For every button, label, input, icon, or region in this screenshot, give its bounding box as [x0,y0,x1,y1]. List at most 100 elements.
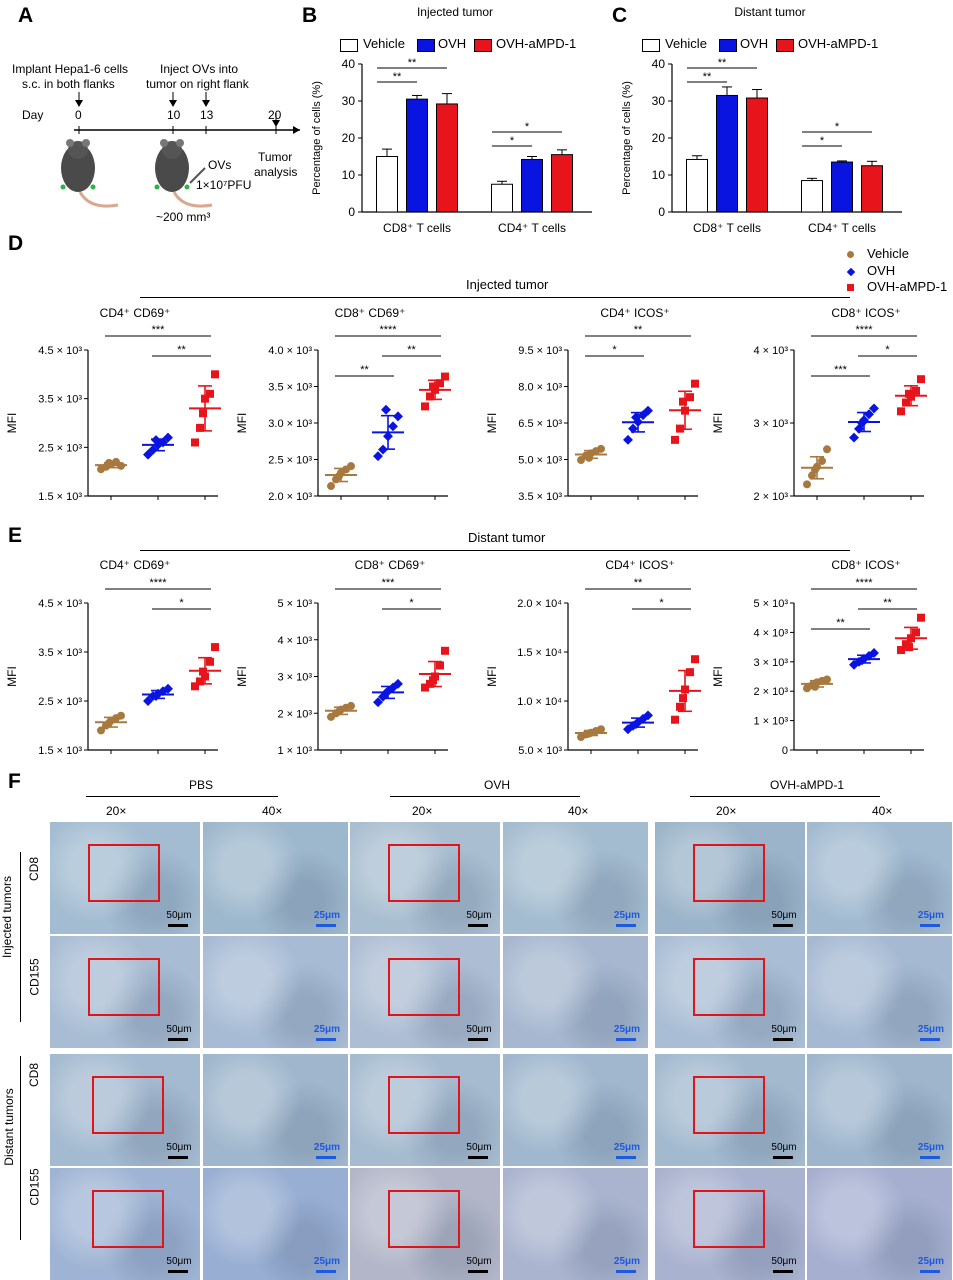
side-label-injected: Injected tumors [0,875,14,959]
scale-label-25um: 25μm [313,1256,341,1267]
micrograph-r3-c3 [350,1054,500,1166]
point-vehicle [823,445,831,454]
scale-label-50um: 50μm [466,1024,492,1035]
y-tick-label: 10 [652,168,666,182]
zoom-region-box [92,1190,164,1248]
sig-label: ** [703,71,712,83]
y-axis-label: MFI [235,666,249,687]
bar-vehicle [686,158,708,213]
bar-vehicle [801,180,823,213]
row-label-cd155-2: CD155 [27,1168,42,1206]
y-tick-label: 2.0 × 10³ [268,491,312,503]
point-ampd [211,370,219,379]
micrograph-r4-c1 [50,1168,200,1280]
row-label-cd8-2: CD8 [27,1062,42,1088]
zoom-region-box [693,1076,765,1134]
legend-dot-ampd [847,284,854,291]
chart-title: CD4⁺ CD69⁺ [100,306,171,320]
sig-label: **** [379,324,397,336]
panel-letter-c: C [612,4,628,27]
scale-label-25um: 25μm [313,910,341,921]
micrograph-r4-c6 [807,1168,952,1280]
y-tick-label: 9.5 × 10³ [518,345,562,357]
point-ovh [143,696,153,706]
legend-b: Vehicle OVH OVH-aMPD-1 [340,36,620,56]
micrograph-r4-c5 [655,1168,805,1280]
point-ovh [623,434,633,445]
sig-label: ** [408,57,417,69]
zoom-region-box [388,844,460,902]
panel-d-header: Injected tumor [466,277,549,292]
bar-ovh-ampd-1 [746,97,768,213]
y-tick-label: 4.5 × 10³ [38,598,82,610]
point-ovh [393,411,403,422]
point-vehicle [597,444,605,453]
y-tick-label: 20 [342,131,356,145]
scale-bar [616,1270,636,1273]
point-ovh [643,710,653,721]
y-tick-label: 1.5 × 10³ [38,745,82,757]
sig-label: * [612,344,617,356]
legend-dot-vehicle [847,251,854,258]
histology-panel: PBS OVH OVH-aMPD-1 20× 40× 20× 40× 20× 4… [0,770,953,1280]
scale-label-25um: 25μm [613,1256,641,1267]
scale-bar [316,924,336,927]
side-label-distant: Distant tumors [2,1088,16,1166]
y-tick-label: 5.0 × 10³ [518,745,562,757]
mag-40x-ampd: 40× [872,804,893,818]
point-ampd [436,379,444,388]
y-tick-label: 10 [342,168,356,182]
y-tick-label: 5 × 10³ [753,598,788,610]
y-tick-label: 2.5 × 10³ [268,455,312,467]
point-ampd [441,372,449,381]
y-tick-label: 2 × 10³ [753,686,788,698]
sig-label: * [835,121,840,133]
scatter-chart-e1: CD4⁺ CD69⁺ 1.5 × 10³ 2.5 × 10³ 3.5 × 10³ 4.5… [5,558,221,757]
scale-bar [316,1156,336,1159]
side-line-distant [20,1056,21,1240]
y-tick-label: 30 [342,94,356,108]
y-tick-label: 0 [658,205,665,219]
scale-bar [616,1156,636,1159]
day-20: 20 [268,108,282,122]
micrograph-r2-c1 [50,936,200,1048]
point-ampd [421,402,429,411]
zoom-region-box [693,958,765,1016]
inject-text-1: Inject OVs into [160,62,239,76]
point-ovh [643,405,653,416]
scale-bar [468,1038,488,1041]
y-tick-label: 2.5 × 10³ [38,442,82,454]
legend-c: Vehicle OVH OVH-aMPD-1 [642,36,942,56]
y-tick-label: 3 × 10³ [753,657,788,669]
point-ovh [869,403,879,414]
end-text-1: Tumor [258,150,293,164]
chart-title: CD8⁺ CD69⁺ [335,306,406,320]
scale-bar [168,924,188,927]
point-ampd [912,386,920,395]
sig-label: *** [152,324,166,336]
y-tick-label: 4.5 × 10³ [38,345,82,357]
y-axis-label: Percentage of cells (%) [311,81,323,195]
micrograph-r1-c6 [807,822,952,934]
sig-label: **** [855,577,873,589]
dose-label: 1×10⁷PFU [196,178,252,192]
group-label-pbs: PBS [189,778,214,792]
group-line-ovh [390,796,580,797]
y-tick-label: 3.5 × 10³ [38,647,82,659]
scale-bar [773,1038,793,1041]
y-tick-label: 0 [782,745,788,757]
y-tick-label: 2.0 × 10⁴ [517,598,562,610]
micrograph-r3-c5 [655,1054,805,1166]
micrograph-r1-c1 [50,822,200,934]
panel-letter-e: E [8,524,23,547]
point-ampd [196,677,204,686]
y-tick-label: 8.0 × 10³ [518,382,562,394]
sig-label: ** [836,617,845,629]
y-tick-label: 3 × 10³ [277,672,312,684]
scale-label-25um: 25μm [613,910,641,921]
y-tick-label: 3.0 × 10³ [268,418,312,430]
micrograph-r3-c1 [50,1054,200,1166]
micrograph-r2-c3 [350,936,500,1048]
micrograph-r4-c4 [503,1168,648,1280]
chart-title: CD4⁺ ICOS⁺ [600,306,669,320]
